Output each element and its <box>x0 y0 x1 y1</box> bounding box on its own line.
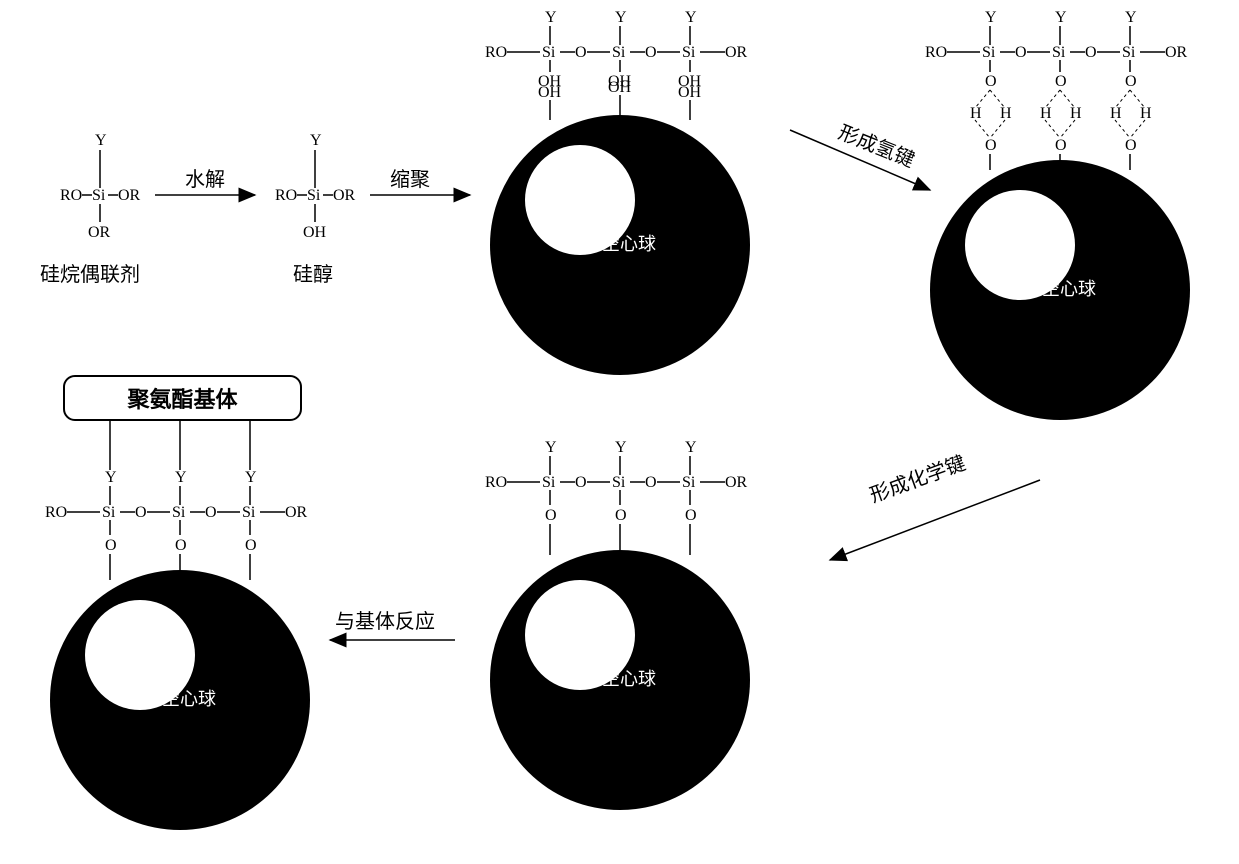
matrix-react-label: 与基体反应 <box>335 605 435 634</box>
svg-text:OR: OR <box>333 187 356 204</box>
svg-text:H: H <box>1110 105 1122 122</box>
svg-text:OH: OH <box>678 73 702 90</box>
stage5: 空心球 Y Y Y RO Si O Si O Si OR O O O <box>485 439 750 810</box>
diagram-canvas: Y RO Si OR OR Y RO Si OR OH 空心球 OH <box>0 0 1239 864</box>
silane-label: 硅烷偶联剂 <box>40 258 140 287</box>
svg-text:Y: Y <box>1125 9 1137 26</box>
matrix-box: 聚氨酯基体 <box>63 375 302 421</box>
svg-text:Si: Si <box>982 44 996 61</box>
svg-text:O: O <box>135 504 147 521</box>
svg-text:Si: Si <box>92 187 106 204</box>
svg-text:Si: Si <box>612 44 626 61</box>
svg-text:O: O <box>645 474 657 491</box>
svg-text:RO: RO <box>45 504 67 521</box>
svg-text:H: H <box>970 105 982 122</box>
svg-text:O: O <box>985 137 997 154</box>
svg-text:O: O <box>245 537 257 554</box>
svg-text:O: O <box>985 73 997 90</box>
svg-text:Y: Y <box>245 469 257 486</box>
svg-text:Y: Y <box>175 469 187 486</box>
svg-text:Y: Y <box>685 9 697 26</box>
svg-text:O: O <box>105 537 117 554</box>
svg-text:Si: Si <box>102 504 116 521</box>
svg-text:RO: RO <box>60 187 82 204</box>
svg-text:Si: Si <box>542 474 556 491</box>
svg-text:Si: Si <box>172 504 186 521</box>
svg-text:H: H <box>1140 105 1152 122</box>
svg-text:Y: Y <box>615 439 627 456</box>
svg-text:H: H <box>1040 105 1052 122</box>
svg-text:RO: RO <box>485 474 507 491</box>
silane-molecule: Y RO Si OR OR <box>60 132 141 241</box>
svg-text:OR: OR <box>285 504 308 521</box>
svg-text:OR: OR <box>88 224 111 241</box>
svg-text:OH: OH <box>303 224 327 241</box>
condensation-label: 缩聚 <box>390 163 430 192</box>
svg-text:O: O <box>1015 44 1027 61</box>
svg-text:空心球: 空心球 <box>602 234 656 254</box>
svg-text:Y: Y <box>685 439 697 456</box>
silanol-label: 硅醇 <box>293 258 333 287</box>
matrix-box-label: 聚氨酯基体 <box>127 382 237 414</box>
svg-text:RO: RO <box>925 44 947 61</box>
svg-text:Si: Si <box>612 474 626 491</box>
svg-text:Y: Y <box>985 9 997 26</box>
hydrolysis-label: 水解 <box>185 163 225 192</box>
svg-text:O: O <box>1125 137 1137 154</box>
svg-text:O: O <box>1125 73 1137 90</box>
svg-text:O: O <box>545 507 557 524</box>
svg-text:H: H <box>1000 105 1012 122</box>
stage4: 空心球 Y Y Y RO Si O Si O Si OR O O O <box>925 9 1190 420</box>
svg-text:O: O <box>575 44 587 61</box>
svg-text:Y: Y <box>310 132 322 149</box>
svg-text:H: H <box>1070 105 1082 122</box>
svg-text:O: O <box>1085 44 1097 61</box>
svg-text:O: O <box>645 44 657 61</box>
svg-text:RO: RO <box>275 187 297 204</box>
svg-text:O: O <box>1055 137 1067 154</box>
svg-text:OR: OR <box>725 44 748 61</box>
svg-text:Y: Y <box>1055 9 1067 26</box>
svg-text:Si: Si <box>542 44 556 61</box>
arrow-chembond <box>830 480 1040 560</box>
svg-text:空心球: 空心球 <box>162 689 216 709</box>
svg-text:Y: Y <box>545 439 557 456</box>
svg-text:OR: OR <box>725 474 748 491</box>
svg-text:OR: OR <box>118 187 141 204</box>
svg-text:Si: Si <box>682 44 696 61</box>
stage3: 空心球 OH OH OH YYY RO Si O Si O S <box>485 9 750 375</box>
svg-text:O: O <box>205 504 217 521</box>
svg-text:Si: Si <box>1122 44 1136 61</box>
svg-text:Si: Si <box>307 187 321 204</box>
svg-text:O: O <box>1055 73 1067 90</box>
svg-text:Y: Y <box>545 9 557 26</box>
svg-text:OR: OR <box>1165 44 1188 61</box>
svg-text:空心球: 空心球 <box>602 669 656 689</box>
svg-text:Y: Y <box>105 469 117 486</box>
svg-text:O: O <box>575 474 587 491</box>
svg-text:Si: Si <box>682 474 696 491</box>
svg-text:O: O <box>615 507 627 524</box>
svg-text:OH: OH <box>608 73 632 90</box>
svg-text:空心球: 空心球 <box>1042 279 1096 299</box>
svg-text:Si: Si <box>242 504 256 521</box>
svg-text:OH: OH <box>538 73 562 90</box>
silanol-molecule: Y RO Si OR OH <box>275 132 356 241</box>
svg-text:Y: Y <box>615 9 627 26</box>
svg-text:Si: Si <box>1052 44 1066 61</box>
svg-text:RO: RO <box>485 44 507 61</box>
svg-text:O: O <box>685 507 697 524</box>
stage6: 空心球 Y Y Y RO Si O Si O Si OR O O <box>45 415 310 830</box>
svg-text:O: O <box>175 537 187 554</box>
svg-text:Y: Y <box>95 132 107 149</box>
